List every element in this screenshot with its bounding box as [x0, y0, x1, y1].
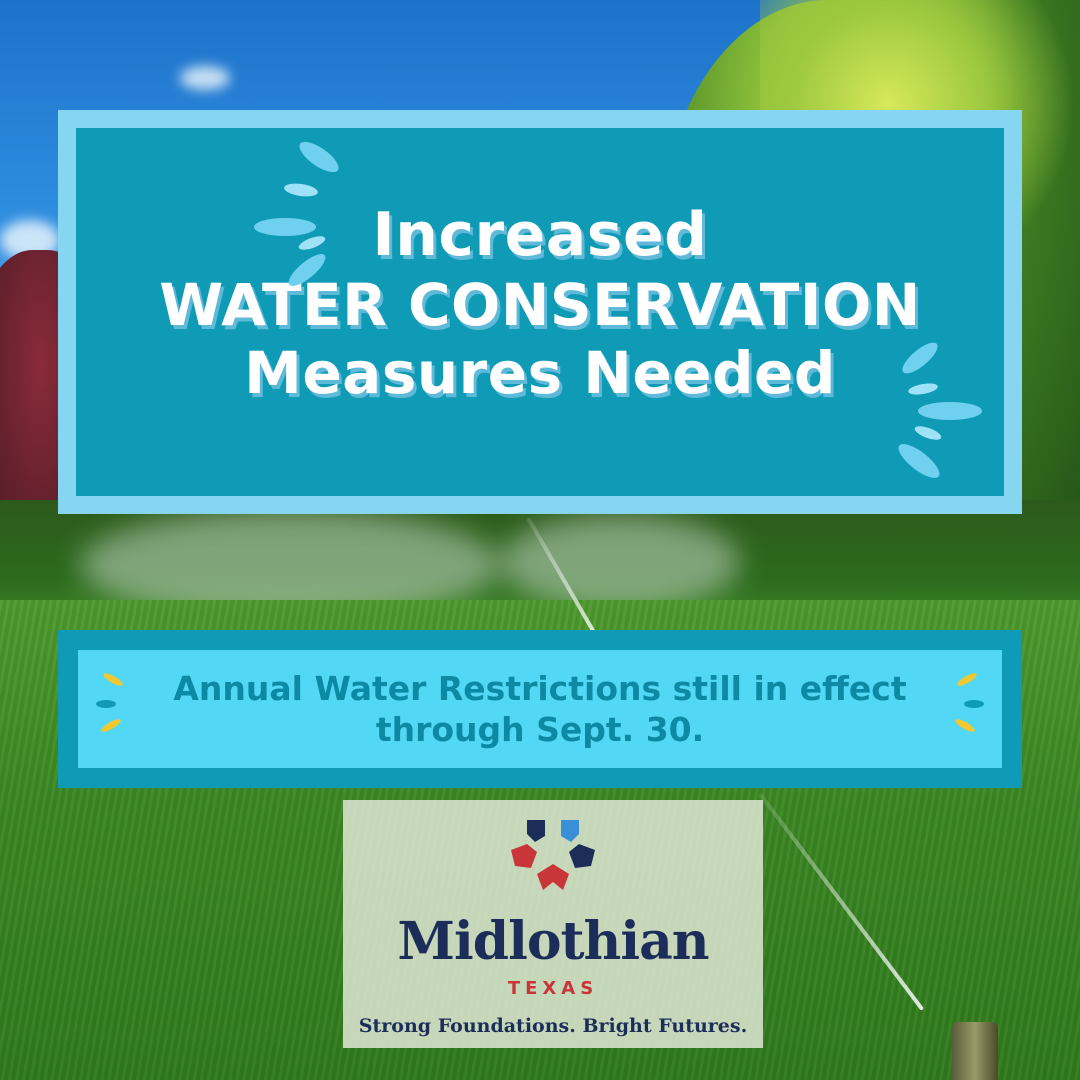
banner-line-2: through Sept. 30. [375, 710, 705, 749]
star-logo-icon [511, 820, 595, 890]
headline-line-1: Increased [372, 200, 708, 271]
sprinkler-mist [500, 515, 740, 610]
city-name: Midlothian [397, 911, 709, 972]
city-tagline: Strong Foundations. Bright Futures. [358, 1015, 748, 1037]
banner-line-1: Annual Water Restrictions still in effec… [173, 668, 907, 708]
city-logo-card: Midlothian TEXAS Strong Foundations. Bri… [343, 800, 763, 1048]
sprinkler-head [952, 1022, 998, 1080]
headline-line-2: WATER CONSERVATION [159, 270, 921, 339]
water-splash-icon [254, 136, 344, 294]
restriction-banner: Annual Water Restrictions still in effec… [58, 630, 1022, 788]
state-name: TEXAS [507, 978, 599, 999]
water-splash-icon [888, 337, 988, 484]
headline-panel-inner: Increased WATER CONSERVATION Measures Ne… [76, 128, 1004, 496]
headline-line-3: Measures Needed [244, 339, 836, 408]
sparkle-right-icon [946, 670, 986, 746]
headline-panel: Increased WATER CONSERVATION Measures Ne… [58, 110, 1022, 514]
cloud [180, 66, 230, 90]
restriction-banner-inner: Annual Water Restrictions still in effec… [78, 650, 1002, 768]
sparkle-left-icon [94, 670, 134, 746]
